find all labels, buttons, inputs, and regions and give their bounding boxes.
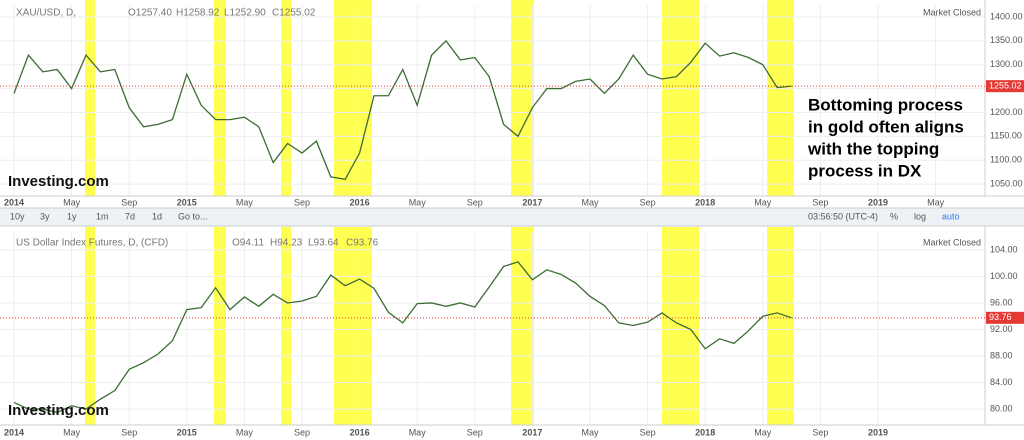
ohlc-value: L93.64 [308, 238, 339, 249]
y-tick-label: 1400.00 [990, 11, 1023, 21]
x-tick-label: Sep [640, 197, 656, 207]
ohlc-value: C93.76 [346, 238, 379, 249]
x-tick-label: 2019 [868, 427, 888, 437]
market-status: Market Closed [923, 7, 981, 17]
x-tick-label: May [63, 427, 81, 437]
y-tick-label: 1350.00 [990, 35, 1023, 45]
highlight-band [281, 0, 291, 196]
x-tick-label: 2016 [350, 427, 370, 437]
y-tick-label: 1200.00 [990, 107, 1023, 117]
annotation: in gold often aligns [808, 117, 964, 136]
y-tick-label: 1050.00 [990, 178, 1023, 188]
x-tick-label: May [581, 197, 599, 207]
option-button[interactable]: % [890, 211, 898, 221]
y-tick-label: 1300.00 [990, 59, 1023, 69]
x-tick-label: May [63, 197, 81, 207]
ohlc-value: L1252.90 [224, 8, 266, 19]
option-button[interactable]: log [914, 211, 926, 221]
x-tick-label: May [236, 427, 254, 437]
market-status: Market Closed [923, 237, 981, 247]
highlight-band [214, 0, 226, 196]
range-button[interactable]: 3y [40, 211, 50, 221]
price-line [13, 39, 792, 181]
range-button[interactable]: 1m [96, 211, 109, 221]
highlight-band [334, 0, 372, 196]
highlight-band [281, 227, 291, 425]
y-tick-label: 84.00 [990, 377, 1013, 387]
y-tick-label: 1100.00 [990, 155, 1022, 165]
price-line [13, 261, 792, 414]
highlight-band [662, 227, 699, 425]
x-tick-label: 2016 [350, 197, 370, 207]
x-tick-label: 2014 [4, 427, 24, 437]
highlight-band [85, 0, 95, 196]
highlight-band [767, 227, 794, 425]
highlight-band [214, 227, 226, 425]
x-tick-label: 2014 [4, 197, 24, 207]
logo: Investing.com [8, 173, 109, 190]
last-price-box [986, 80, 1024, 93]
last-price-label: 93.76 [989, 312, 1012, 322]
last-price-box [986, 311, 1024, 324]
x-tick-label: Sep [812, 197, 828, 207]
highlight-band [511, 227, 534, 425]
x-tick-label: 2017 [522, 197, 542, 207]
x-tick-label: Sep [640, 427, 656, 437]
y-tick-label: 96.00 [990, 297, 1013, 307]
y-tick-label: 1150.00 [990, 131, 1022, 141]
annotation: with the topping [807, 139, 939, 158]
y-tick-label: 88.00 [990, 350, 1013, 360]
highlight-band [511, 0, 534, 196]
highlight-band [767, 0, 794, 196]
range-button[interactable]: 7d [125, 211, 135, 221]
x-tick-label: May [409, 427, 427, 437]
x-tick-label: Sep [294, 197, 310, 207]
series-title: XAU/USD, D, [16, 8, 76, 19]
y-tick-label: 100.00 [990, 271, 1018, 281]
clock: 03:56:50 (UTC-4) [808, 211, 878, 221]
x-tick-label: 2015 [177, 427, 197, 437]
ohlc-value: O94.11 [232, 238, 264, 249]
range-button[interactable]: 1y [67, 211, 77, 221]
x-tick-label: 2017 [522, 427, 542, 437]
x-tick-label: Sep [294, 427, 310, 437]
range-button[interactable]: Go to... [178, 211, 208, 221]
y-tick-label: 92.00 [990, 324, 1013, 334]
ohlc-value: C1255.02 [272, 8, 316, 19]
ohlc-value: H94.23 [270, 238, 303, 249]
toolbar [0, 208, 1024, 226]
option-button[interactable]: auto [942, 211, 960, 221]
x-tick-label: 2015 [177, 197, 197, 207]
x-tick-label: Sep [812, 427, 828, 437]
last-price-label: 1255.02 [989, 81, 1022, 91]
x-tick-label: May [754, 427, 772, 437]
x-tick-label: May [236, 197, 254, 207]
y-tick-label: 80.00 [990, 403, 1013, 413]
x-tick-label: 2018 [695, 197, 715, 207]
x-tick-label: 2019 [868, 197, 888, 207]
x-tick-label: May [927, 197, 945, 207]
annotation: process in DX [808, 161, 922, 180]
x-tick-label: Sep [121, 427, 137, 437]
annotation: Bottoming process [808, 95, 963, 114]
x-tick-label: May [754, 197, 772, 207]
highlight-band [85, 227, 95, 425]
x-tick-label: 2018 [695, 427, 715, 437]
highlight-band [662, 0, 699, 196]
series-title: US Dollar Index Futures, D, (CFD) [16, 238, 168, 249]
highlight-band [334, 227, 372, 425]
ohlc-value: H1258.92 [176, 8, 220, 19]
x-tick-label: Sep [467, 427, 483, 437]
logo: Investing.com [8, 402, 109, 419]
range-button[interactable]: 10y [10, 211, 25, 221]
y-tick-label: 104.00 [990, 244, 1018, 254]
x-tick-label: May [581, 427, 599, 437]
x-tick-label: Sep [467, 197, 483, 207]
x-tick-label: May [409, 197, 427, 207]
x-tick-label: Sep [121, 197, 137, 207]
ohlc-value: O1257.40 [128, 8, 172, 19]
range-button[interactable]: 1d [152, 211, 162, 221]
